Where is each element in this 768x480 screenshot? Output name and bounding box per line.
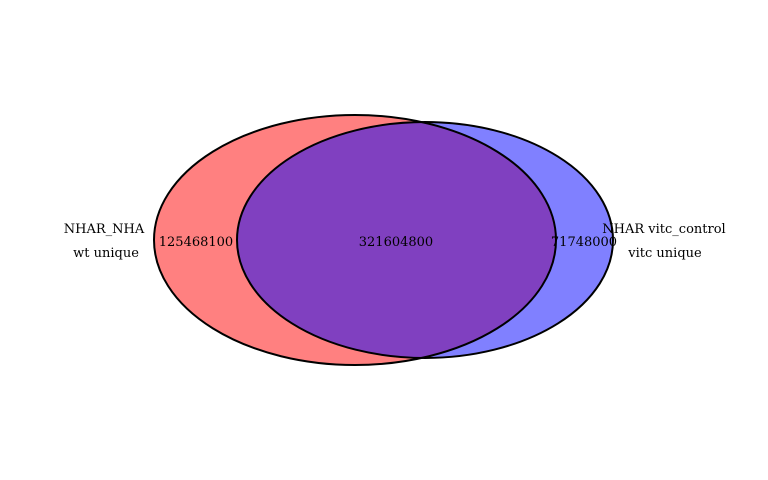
set-a-name: NHAR_NHA bbox=[64, 222, 145, 237]
set-b-name: NHAR vitc_control bbox=[602, 222, 725, 237]
set-b-outline bbox=[236, 121, 614, 359]
set-a-sublabel: wt unique bbox=[73, 246, 139, 261]
set-a-outline bbox=[153, 114, 557, 366]
set-a-unique-count: 125468100 bbox=[159, 235, 233, 250]
overlap-count: 321604800 bbox=[359, 235, 433, 250]
set-b-unique-count: 71748000 bbox=[551, 235, 617, 250]
set-b-sublabel: vitc unique bbox=[627, 246, 702, 261]
overlap-region bbox=[237, 122, 556, 358]
